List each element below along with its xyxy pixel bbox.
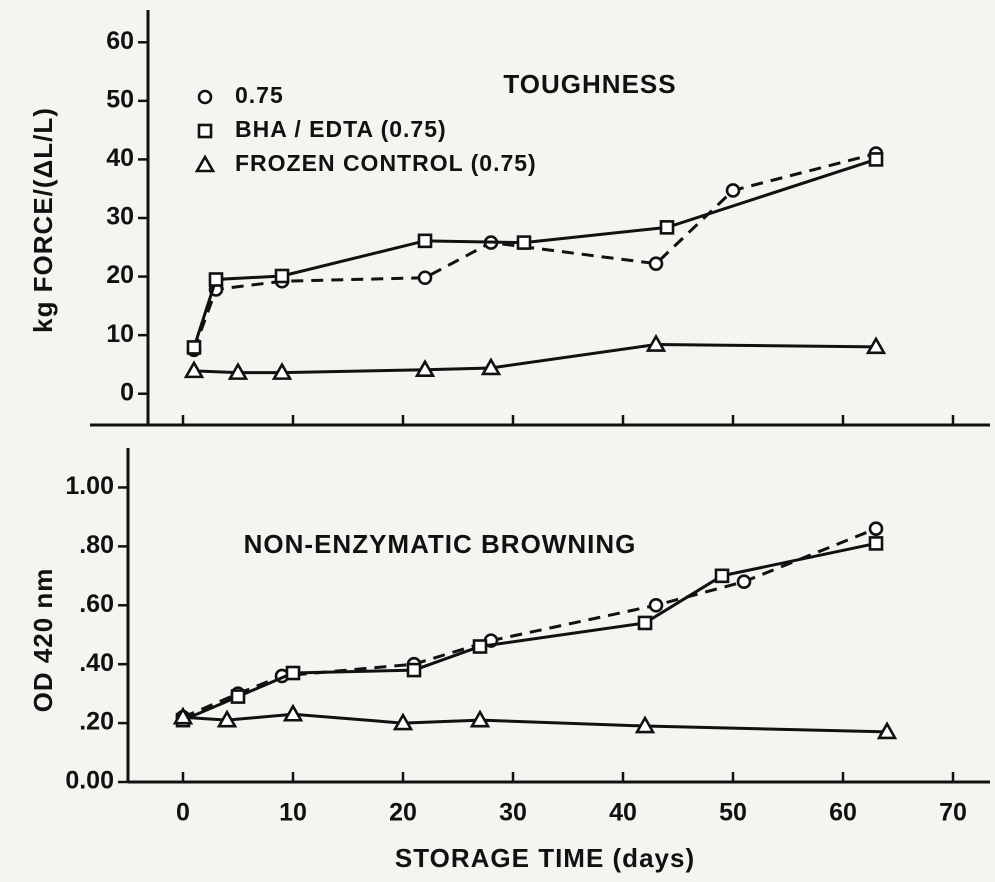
point bbox=[216, 709, 238, 728]
bottom-y-label: OD 420 nm bbox=[28, 568, 58, 713]
point bbox=[274, 268, 290, 284]
point bbox=[648, 256, 664, 271]
top-title: TOUGHNESS bbox=[503, 69, 676, 99]
x-tick-label: 40 bbox=[609, 799, 637, 827]
point bbox=[392, 712, 414, 731]
legend-label: 0.75 bbox=[235, 82, 284, 108]
x-label: STORAGE TIME (days) bbox=[395, 843, 695, 873]
bottom-title: NON-ENZYMATIC BROWNING bbox=[244, 529, 637, 559]
legend-marker bbox=[194, 154, 216, 173]
x-tick-label: 10 bbox=[279, 799, 307, 827]
point bbox=[414, 359, 436, 378]
point bbox=[634, 715, 656, 734]
legend-marker bbox=[197, 123, 213, 139]
point bbox=[271, 362, 293, 380]
y-tick-label: 0.00 bbox=[65, 767, 114, 795]
point bbox=[865, 336, 887, 355]
y-tick-label: .20 bbox=[79, 708, 114, 736]
y-tick-label: 30 bbox=[106, 203, 134, 231]
point bbox=[736, 574, 752, 590]
series-line bbox=[182, 541, 877, 722]
y-tick-label: 20 bbox=[106, 261, 134, 289]
point bbox=[406, 662, 422, 678]
y-tick-label: 1.00 bbox=[65, 472, 114, 500]
legend-marker bbox=[197, 89, 213, 105]
point bbox=[285, 665, 301, 681]
point bbox=[868, 152, 884, 167]
point bbox=[469, 709, 491, 728]
point bbox=[186, 340, 202, 355]
point bbox=[417, 233, 433, 249]
point bbox=[230, 689, 246, 704]
point bbox=[714, 568, 730, 584]
point bbox=[868, 521, 884, 536]
x-tick-label: 70 bbox=[939, 799, 967, 827]
x-tick-label: 0 bbox=[176, 799, 190, 827]
series-line bbox=[192, 152, 877, 351]
legend-label: FROZEN CONTROL (0.75) bbox=[235, 150, 537, 176]
point bbox=[417, 270, 433, 286]
legend-label: BHA / EDTA (0.75) bbox=[235, 116, 447, 142]
x-tick-label: 50 bbox=[719, 799, 747, 827]
point bbox=[659, 220, 675, 235]
point bbox=[480, 357, 502, 376]
point bbox=[227, 362, 249, 380]
y-tick-label: .60 bbox=[79, 590, 114, 618]
y-tick-label: 60 bbox=[106, 27, 134, 55]
point bbox=[637, 615, 653, 631]
y-tick-label: 50 bbox=[106, 85, 134, 113]
point bbox=[648, 597, 664, 613]
point bbox=[282, 703, 304, 722]
point bbox=[472, 639, 488, 654]
series-line bbox=[182, 527, 877, 719]
x-tick-label: 20 bbox=[389, 799, 417, 827]
point bbox=[876, 721, 898, 740]
top-y-label: kg FORCE/(ΔL/L) bbox=[28, 107, 58, 333]
y-tick-label: .80 bbox=[79, 531, 114, 559]
point bbox=[516, 235, 532, 250]
point bbox=[183, 360, 205, 379]
point bbox=[725, 183, 741, 198]
point bbox=[208, 272, 224, 287]
y-tick-label: 0 bbox=[120, 378, 134, 406]
point bbox=[868, 536, 884, 551]
y-tick-label: 40 bbox=[106, 144, 134, 172]
y-tick-label: .40 bbox=[79, 649, 114, 677]
x-tick-label: 30 bbox=[499, 799, 527, 827]
point bbox=[172, 706, 194, 725]
point bbox=[645, 333, 667, 352]
x-tick-label: 60 bbox=[829, 799, 857, 827]
y-tick-label: 10 bbox=[106, 320, 134, 348]
